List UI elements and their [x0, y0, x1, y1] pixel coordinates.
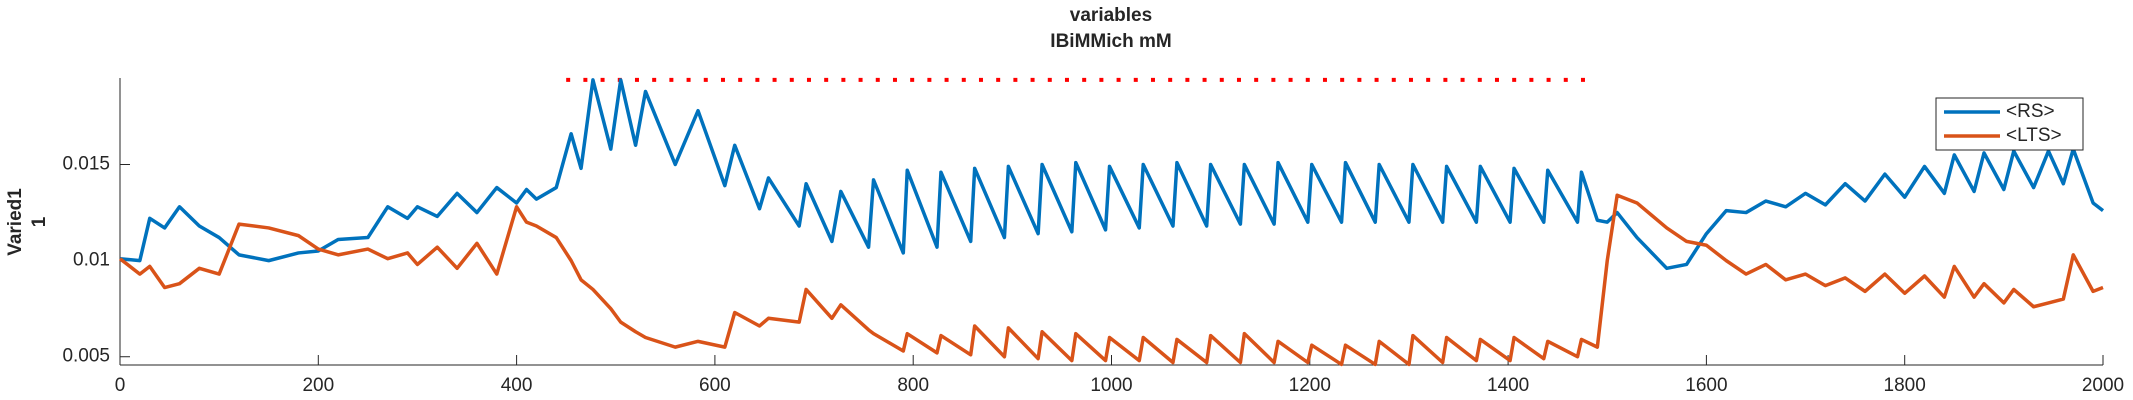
- series-line: [119, 78, 2105, 271]
- legend-box: [1935, 97, 2084, 151]
- x-tick-label: 1000: [1090, 375, 1132, 396]
- y-tick-label: 0.015: [62, 154, 110, 175]
- x-tick-label: 800: [897, 375, 929, 396]
- y-axis-label: 1: [29, 216, 50, 227]
- series-line: [118, 193, 2104, 367]
- legend-label: <LTS>: [2006, 125, 2062, 146]
- x-tick-label: 2000: [2082, 375, 2124, 396]
- legend-label: <RS>: [2006, 101, 2055, 122]
- x-tick-label: 0: [115, 375, 126, 396]
- x-tick-label: 1800: [1884, 375, 1926, 396]
- chart-title: variables: [1070, 5, 1152, 26]
- x-tick-label: 1400: [1487, 375, 1529, 396]
- chart-subtitle: IBiMMich mM: [1050, 31, 1171, 52]
- x-tick-label: 600: [699, 375, 731, 396]
- x-tick-label: 400: [501, 375, 533, 396]
- x-tick-label: 1600: [1685, 375, 1727, 396]
- y-tick-label: 0.005: [62, 346, 110, 367]
- y-tick-label: 0.01: [73, 250, 110, 271]
- x-tick-label: 1200: [1289, 375, 1331, 396]
- x-tick-label: 200: [302, 375, 334, 396]
- y-axis-label: Varied1: [5, 188, 26, 256]
